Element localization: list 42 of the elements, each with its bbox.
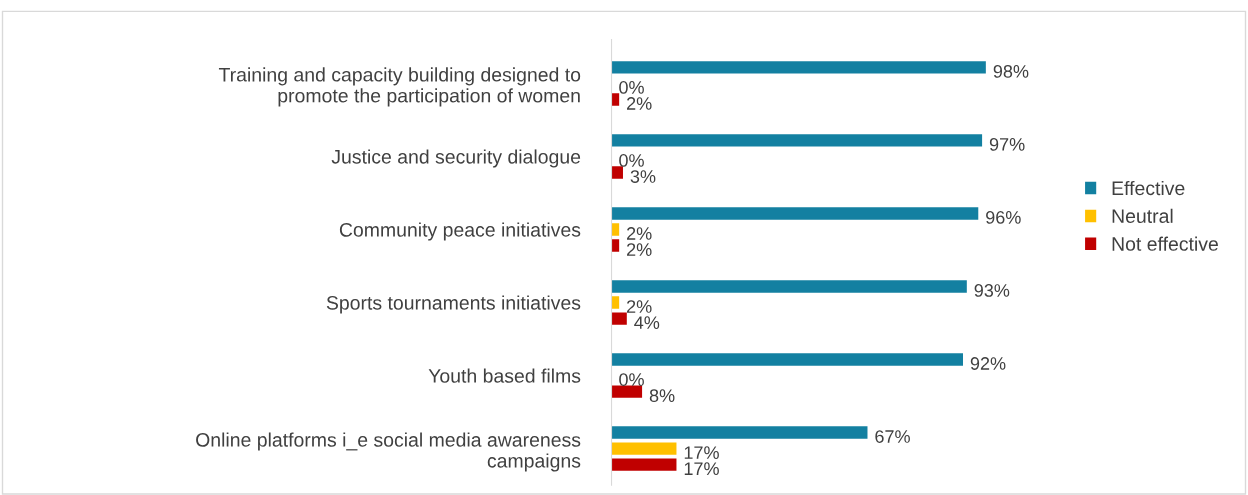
data-label: 67% (875, 430, 910, 443)
bar (611, 93, 620, 106)
y-tick-label: Sports tournaments initiatives (326, 295, 581, 314)
data-label: 92% (970, 357, 1006, 370)
bar (611, 353, 963, 366)
y-tick-label: Justice and security dialogue (331, 149, 581, 168)
data-label: 2% (627, 97, 652, 110)
legend-label: Effective (1112, 180, 1185, 196)
bar (611, 61, 986, 74)
data-label: 93% (974, 284, 1010, 297)
y-tick-label: Youth based films (428, 368, 581, 383)
y-tick-label: Community peace initiatives (339, 222, 581, 241)
bar (611, 166, 623, 179)
y-tick-label: Online platforms i_e social media awareness campaigns (196, 432, 581, 472)
bar (611, 458, 677, 471)
data-label: 98% (993, 64, 1029, 78)
data-label: 8% (649, 389, 675, 403)
data-label: 97% (989, 138, 1025, 151)
bar (611, 296, 620, 309)
data-label: 0% (619, 81, 644, 94)
bar (611, 385, 643, 398)
legend-label: Neutral (1112, 208, 1173, 224)
data-label: 3% (630, 170, 656, 183)
data-label: 2% (627, 300, 652, 313)
data-label: 17% (684, 446, 719, 459)
y-tick-label: Training and capacity building designed to promote the participation of women (218, 67, 581, 107)
data-label: 2% (627, 227, 652, 240)
bar (611, 426, 868, 439)
bar (611, 312, 627, 325)
bar (611, 239, 620, 252)
data-label: 96% (986, 211, 1021, 224)
bar (611, 207, 979, 220)
legend-label: Not effective (1112, 236, 1218, 251)
data-label: 4% (634, 316, 660, 329)
bar (611, 442, 677, 455)
data-label: 2% (627, 243, 652, 256)
bar (611, 134, 983, 147)
data-label: 0% (619, 154, 644, 167)
bar (611, 280, 967, 293)
bar (611, 223, 620, 236)
data-label: 17% (684, 462, 719, 475)
data-label: 0% (619, 373, 644, 386)
